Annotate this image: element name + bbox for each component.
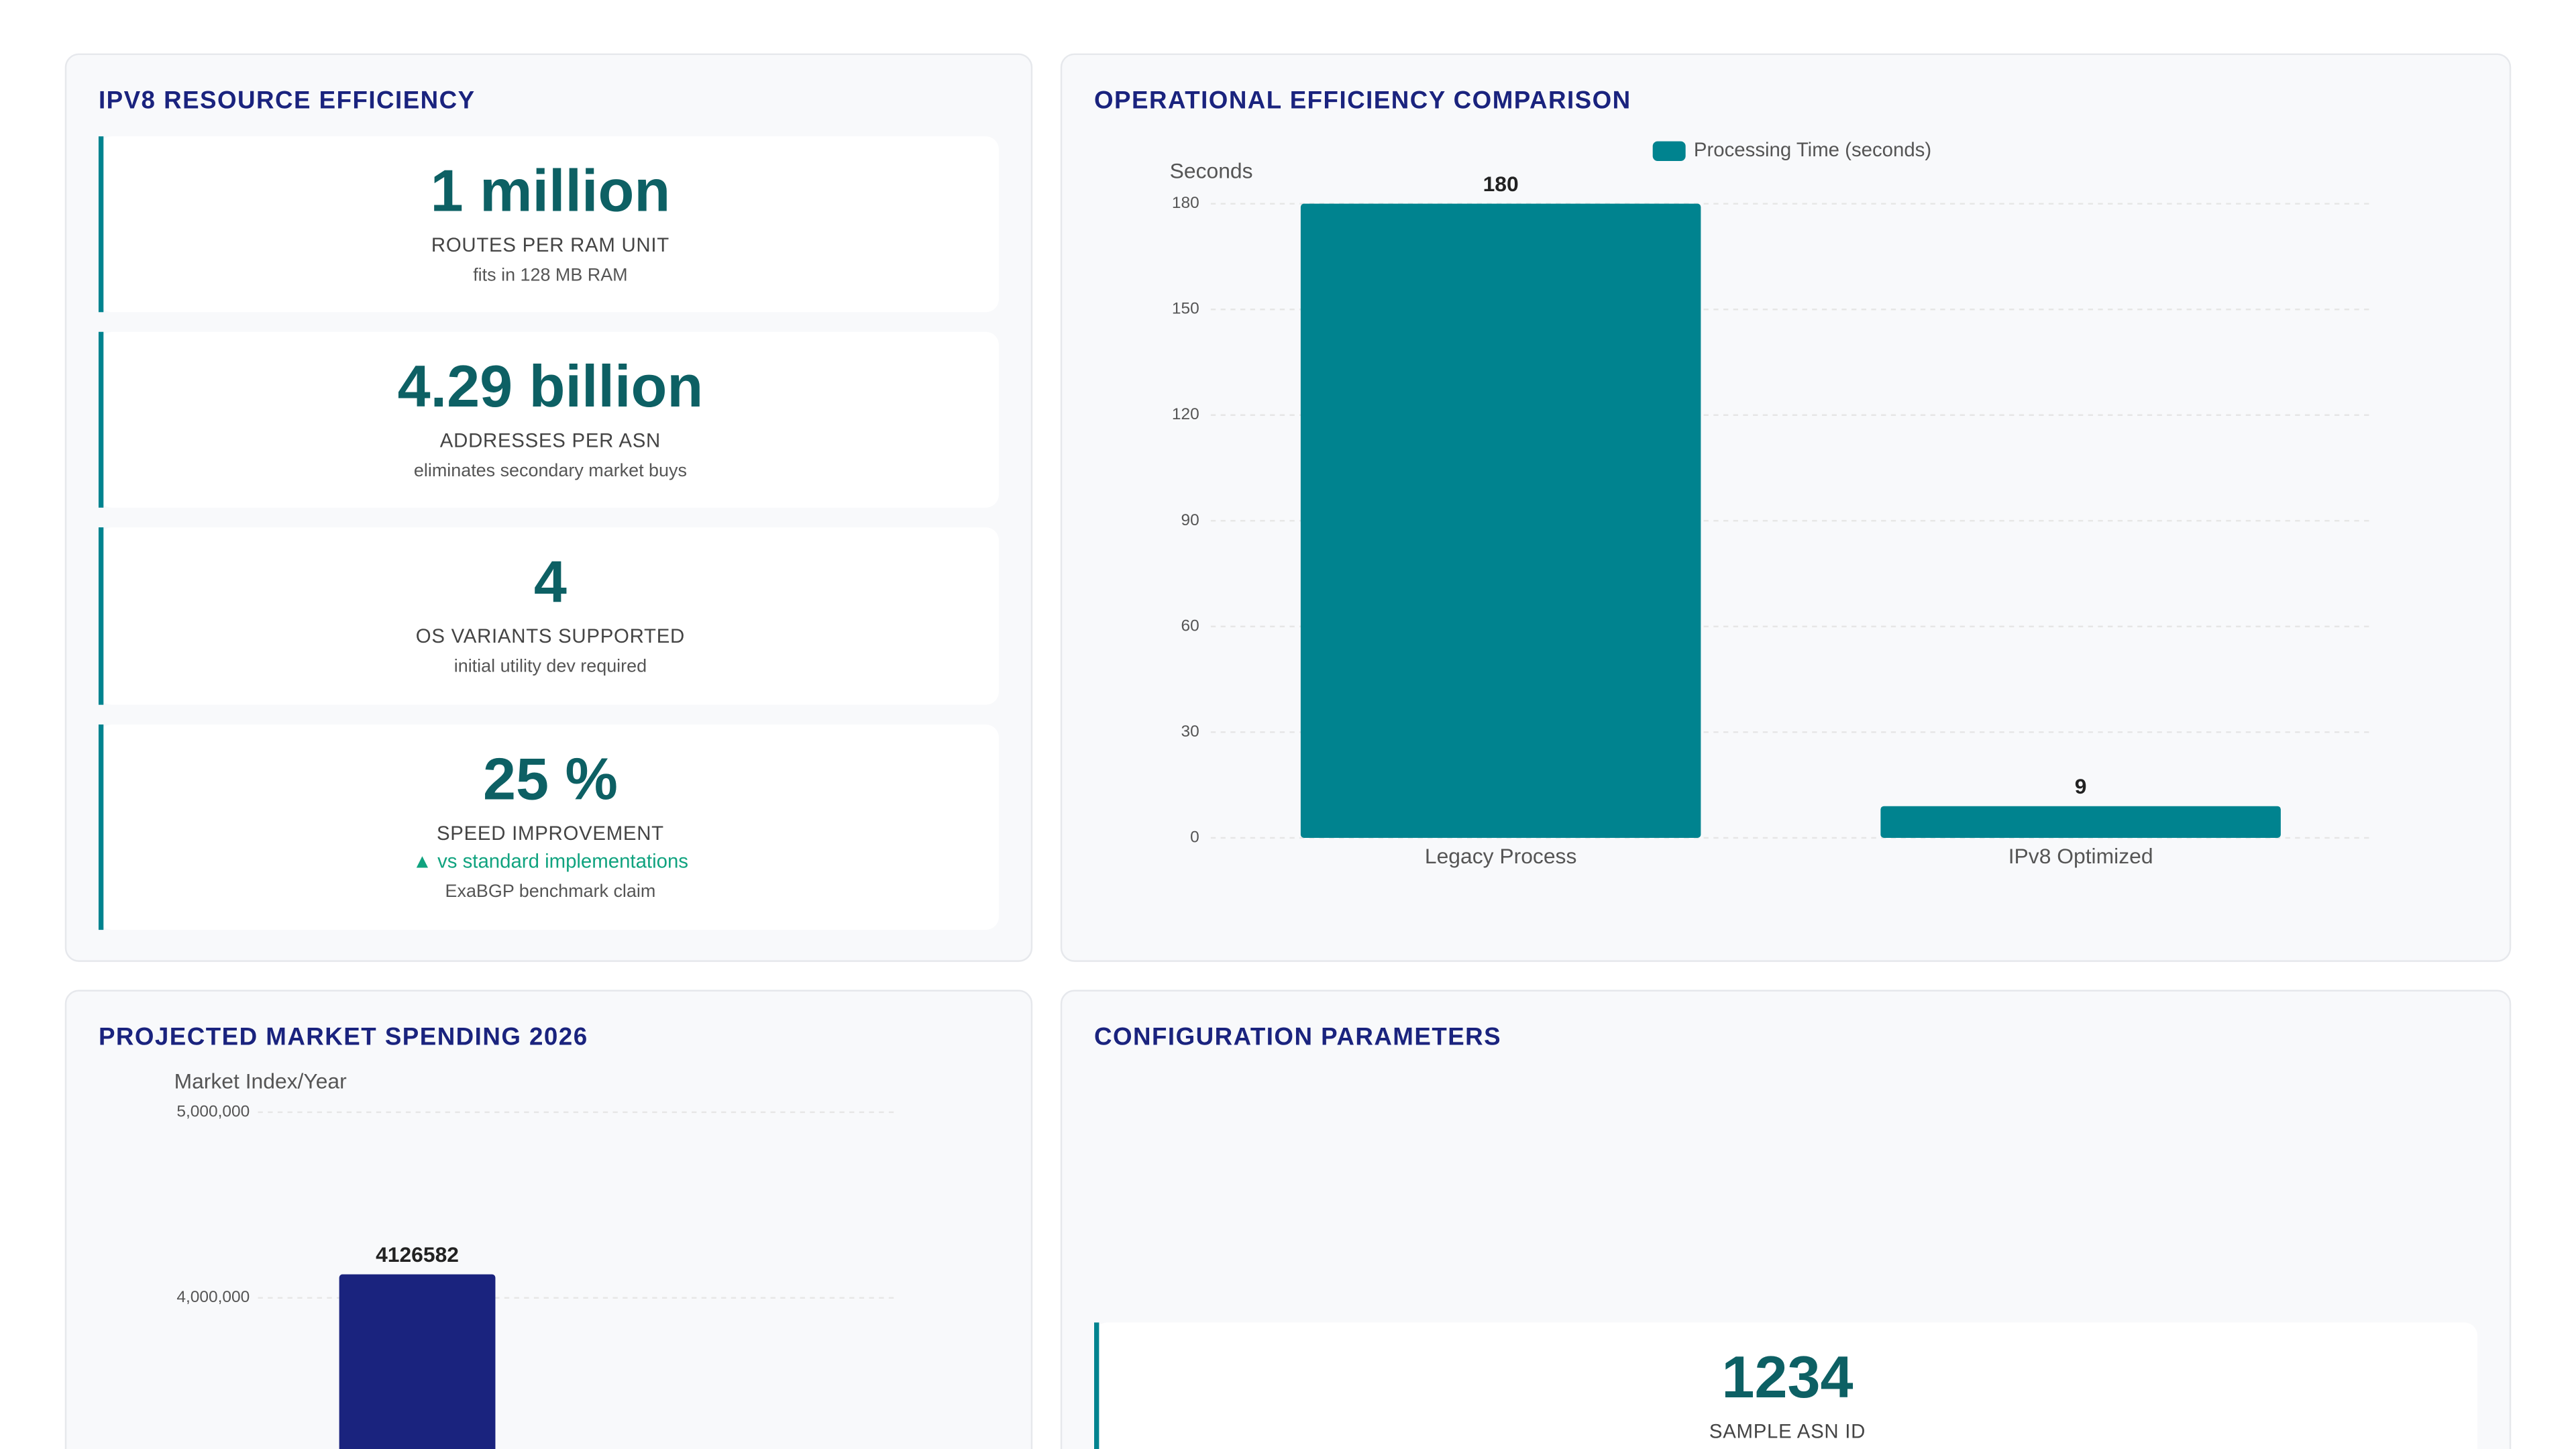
x-tick-label: Legacy Process <box>1425 844 1576 868</box>
y-tick-label: 180 <box>1172 194 1199 212</box>
kpi-label: OS VARIANTS SUPPORTED <box>416 625 685 647</box>
panel-title: CONFIGURATION PARAMETERS <box>1094 1022 1501 1050</box>
card-accent <box>98 331 104 508</box>
y-tick-label: 5,000,000 <box>176 1102 250 1120</box>
y-tick-label: 120 <box>1172 405 1199 423</box>
x-tick-label: IPv8 Optimized <box>2008 844 2153 868</box>
data-label: 4126582 <box>376 1242 459 1267</box>
kpi-label: ROUTES PER RAM UNIT <box>431 234 669 256</box>
kpi-card <box>98 724 999 930</box>
config-card <box>1094 1322 2478 1449</box>
kpi-value: 4.29 billion <box>398 353 704 419</box>
kpi-value: 1 million <box>431 158 671 224</box>
y-axis-label: Market Index/Year <box>174 1069 347 1093</box>
bar <box>339 1274 496 1449</box>
card-accent <box>98 136 104 313</box>
kpi-card <box>98 331 999 508</box>
y-tick-label: 0 <box>1190 828 1199 846</box>
bar <box>1880 806 2281 838</box>
kpi-label: ADDRESSES PER ASN <box>440 430 661 452</box>
kpi-value: 4 <box>534 549 567 615</box>
y-tick-label: 4,000,000 <box>176 1288 250 1306</box>
kpi-trend: ▲ vs standard implementations <box>413 850 688 872</box>
card-accent <box>98 527 104 705</box>
config-label: SAMPLE ASN ID <box>1709 1420 1866 1442</box>
kpi-list: 1 million ROUTES PER RAM UNIT fits in 128 … <box>98 136 999 930</box>
panel-title: OPERATIONAL EFFICIENCY COMPARISON <box>1094 87 1631 114</box>
kpi-card <box>98 136 999 313</box>
y-axis-label: Seconds <box>1170 159 1253 183</box>
panel <box>1060 53 2512 962</box>
card-accent <box>98 724 104 930</box>
legend-label: Processing Time (seconds) <box>1694 139 1931 161</box>
kpi-value: 25 % <box>483 745 618 812</box>
kpi-card <box>98 527 999 705</box>
bar <box>1300 203 1701 838</box>
kpi-note: eliminates secondary market buys <box>414 460 687 480</box>
panel-title: PROJECTED MARKET SPENDING 2026 <box>99 1022 588 1050</box>
y-tick-label: 90 <box>1181 511 1199 529</box>
panel-title: IPV8 RESOURCE EFFICIENCY <box>99 87 476 114</box>
data-label: 180 <box>1483 172 1519 196</box>
y-tick-label: 150 <box>1172 300 1199 318</box>
legend-swatch <box>1652 141 1686 161</box>
data-label: 9 <box>2075 774 2087 798</box>
config-value: 1234 <box>1721 1344 1853 1410</box>
kpi-note: ExaBGP benchmark claim <box>445 881 656 901</box>
y-tick-label: 30 <box>1181 722 1199 741</box>
kpi-note: fits in 128 MB RAM <box>473 265 627 285</box>
y-tick-label: 60 <box>1181 616 1199 635</box>
kpi-label: SPEED IMPROVEMENT <box>437 822 664 845</box>
card-accent <box>1094 1322 1099 1449</box>
panel <box>64 989 1033 1449</box>
kpi-note: initial utility dev required <box>454 655 647 676</box>
